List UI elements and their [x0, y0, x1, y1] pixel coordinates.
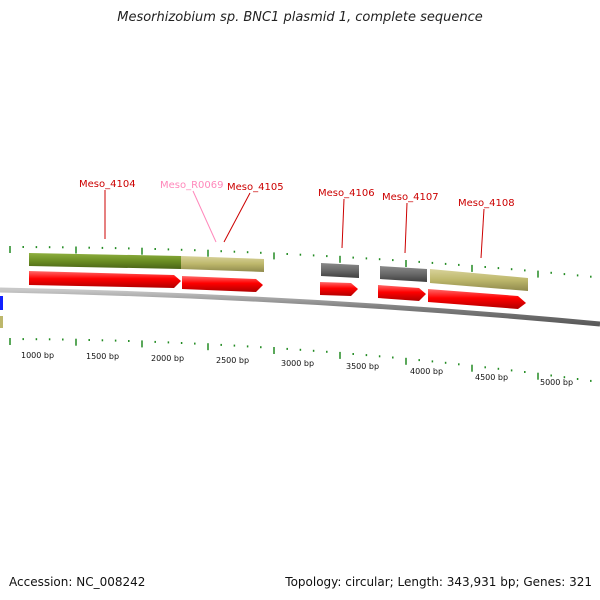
leader-meso-4105 — [223, 192, 251, 243]
bp-label-2500: 2500 bp — [216, 356, 249, 365]
bp-label-4000: 4000 bp — [410, 367, 443, 376]
bp-label-3000: 3000 bp — [281, 359, 314, 368]
cds-arrow-meso-4107[interactable] — [378, 285, 426, 301]
gene-bar-meso-4105[interactable] — [181, 256, 264, 272]
accession-text: Accession: NC_008242 — [9, 575, 146, 589]
gene-label-meso-4108[interactable]: Meso_4108 — [458, 198, 515, 209]
gene-label-meso-4105[interactable]: Meso_4105 — [227, 182, 284, 193]
bp-label-1500: 1500 bp — [86, 352, 119, 361]
gene-bar-meso-4104[interactable] — [29, 253, 181, 269]
cds-arrow-meso-4106[interactable] — [320, 282, 358, 296]
gene-bar-meso-4107[interactable] — [380, 266, 427, 282]
bp-label-1000: 1000 bp — [21, 351, 54, 360]
leader-meso-4108 — [480, 208, 485, 259]
sequence-backbone — [0, 287, 600, 327]
bp-label-2000: 2000 bp — [151, 354, 184, 363]
bp-label-5000: 5000 bp — [540, 378, 573, 387]
leader-meso-4107 — [404, 202, 408, 254]
outer-tick-row — [9, 246, 592, 278]
cds-arrow-meso-4104[interactable] — [29, 271, 181, 288]
bp-label-4500: 4500 bp — [475, 373, 508, 382]
blue-feature-fragment[interactable] — [0, 296, 3, 310]
leader-meso-r0069 — [192, 190, 217, 243]
sequence-summary: Topology: circular; Length: 343,931 bp; … — [285, 575, 592, 589]
cds-arrow-meso-4105[interactable] — [182, 276, 263, 292]
gene-label-meso-4107[interactable]: Meso_4107 — [382, 192, 439, 203]
gene-label-meso-4104[interactable]: Meso_4104 — [79, 179, 136, 190]
leader-meso-4106 — [341, 198, 345, 249]
gene-bar-meso-4106[interactable] — [321, 263, 359, 278]
gene-label-meso-4106[interactable]: Meso_4106 — [318, 188, 375, 199]
cds-arrow-meso-4108[interactable] — [428, 289, 526, 309]
khaki-feature-fragment[interactable] — [0, 316, 3, 328]
inner-tick-row — [9, 338, 592, 382]
gene-bar-meso-4108[interactable] — [430, 269, 528, 291]
bp-label-3500: 3500 bp — [346, 362, 379, 371]
map-title: Mesorhizobium sp. BNC1 plasmid 1, comple… — [117, 10, 483, 25]
gene-label-meso-r0069[interactable]: Meso_R0069 — [160, 180, 224, 191]
